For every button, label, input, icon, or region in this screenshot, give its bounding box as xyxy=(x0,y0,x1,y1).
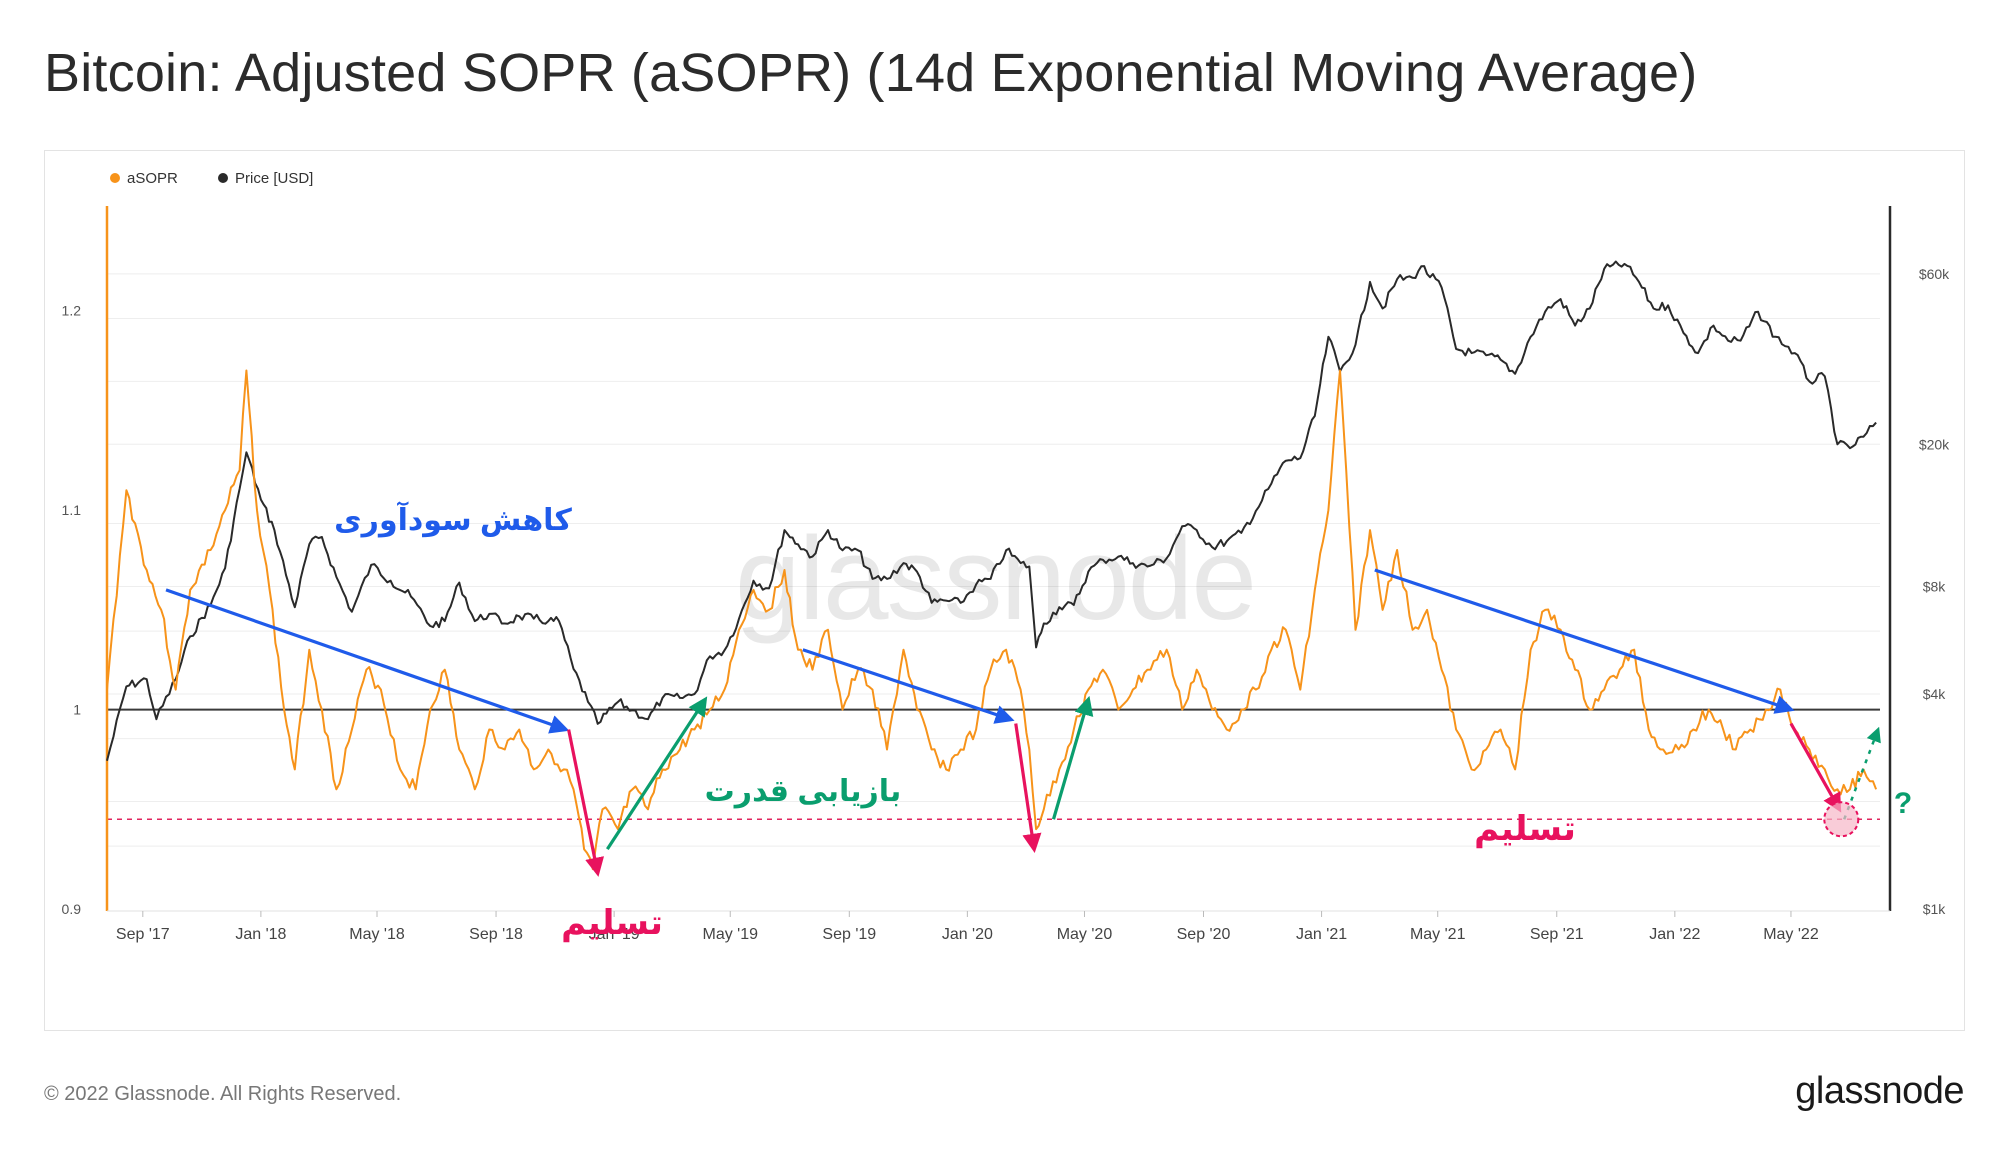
x-tick-label: Sep '20 xyxy=(1177,926,1231,943)
watermark-text: glassnode xyxy=(735,513,1255,645)
green-arrow-1 xyxy=(606,696,708,851)
green-arrow-2 xyxy=(1051,695,1094,820)
x-tick-label: Jan '21 xyxy=(1296,926,1347,943)
y-right-tick-label: $20k xyxy=(1919,436,1950,452)
red-arrow-3 xyxy=(1789,722,1842,813)
y-left-tick-label: 1.2 xyxy=(62,303,82,319)
watermark-group: glassnode xyxy=(735,513,1257,645)
legend-label-0[interactable]: aSOPR xyxy=(127,170,178,187)
y-right-tick-label: $4k xyxy=(1923,686,1947,702)
x-tick-label: Jan '22 xyxy=(1649,926,1700,943)
annotation-question-mark: ? xyxy=(1894,787,1912,820)
x-tick-label: Sep '19 xyxy=(822,926,876,943)
chart-svg: glassnode 0.9 1 1.1 1.2 $1k $4k $8k $20k $60k Sep… xyxy=(62,170,1951,943)
y-left-tick-label: 1 xyxy=(73,702,81,718)
x-tick-label: May '22 xyxy=(1763,926,1819,943)
y-right-tick-label: $60k xyxy=(1919,266,1950,282)
x-tick-label: Jan '19 xyxy=(589,926,640,943)
legend-dot-1[interactable] xyxy=(218,173,228,183)
page-title: Bitcoin: Adjusted SOPR (aSOPR) (14d Expo… xyxy=(44,43,1698,103)
footer-logo[interactable]: glassnode xyxy=(1795,1070,1964,1112)
chart-frame: glassnode 0.9 1 1.1 1.2 $1k $4k $8k $20k $60k Sep… xyxy=(44,150,1965,1031)
y-left-tick-label: 0.9 xyxy=(62,901,82,917)
annotation-capitulation-2: تسلیم xyxy=(1474,810,1576,849)
blue-arrow-2 xyxy=(802,648,1015,724)
y-right-tick-label: $1k xyxy=(1923,901,1947,917)
blue-arrow-3 xyxy=(1374,568,1795,714)
red-arrow-2 xyxy=(1014,723,1042,853)
x-tick-label: Jan '18 xyxy=(235,926,286,943)
series-group xyxy=(106,260,1878,871)
blue-arrow-1 xyxy=(165,588,570,734)
red-arrow-1 xyxy=(567,729,605,877)
x-tick-label: May '19 xyxy=(702,926,758,943)
x-tick-label: May '20 xyxy=(1057,926,1113,943)
grid xyxy=(107,273,1880,847)
x-tick-label: May '18 xyxy=(349,926,405,943)
annotation-reduced-profit: کاهش سودآوری xyxy=(334,501,572,538)
annotation-strength-recovery: بازیابی قدرت xyxy=(705,775,902,808)
legend-label-1[interactable]: Price [USD] xyxy=(235,170,313,187)
series-line-asopr xyxy=(106,369,1878,871)
legend[interactable]: aSOPR Price [USD] xyxy=(110,170,313,187)
x-tick-label: Sep '21 xyxy=(1530,926,1584,943)
x-tick-label: May '21 xyxy=(1410,926,1466,943)
reference-lines xyxy=(107,708,1880,821)
x-tick-label: Sep '17 xyxy=(116,926,170,943)
x-tick-label: Jan '20 xyxy=(942,926,993,943)
annotations: کاهش سودآوری بازیابی قدرت تسلیم تسلیم? xyxy=(165,501,1912,943)
footer-copyright: © 2022 Glassnode. All Rights Reserved. xyxy=(44,1083,402,1105)
series-line-price xyxy=(106,260,1877,762)
legend-dot-0[interactable] xyxy=(110,173,120,183)
x-tick-label: Sep '18 xyxy=(469,926,523,943)
y-right-tick-label: $8k xyxy=(1923,578,1947,594)
annotation-capitulation-1: تسلیم xyxy=(561,904,663,943)
axes: 0.9 1 1.1 1.2 $1k $4k $8k $20k $60k Sep '17 Jan '1… xyxy=(62,206,1950,943)
y-left-tick-label: 1.1 xyxy=(62,502,82,518)
capitulation-circle xyxy=(1823,801,1860,838)
